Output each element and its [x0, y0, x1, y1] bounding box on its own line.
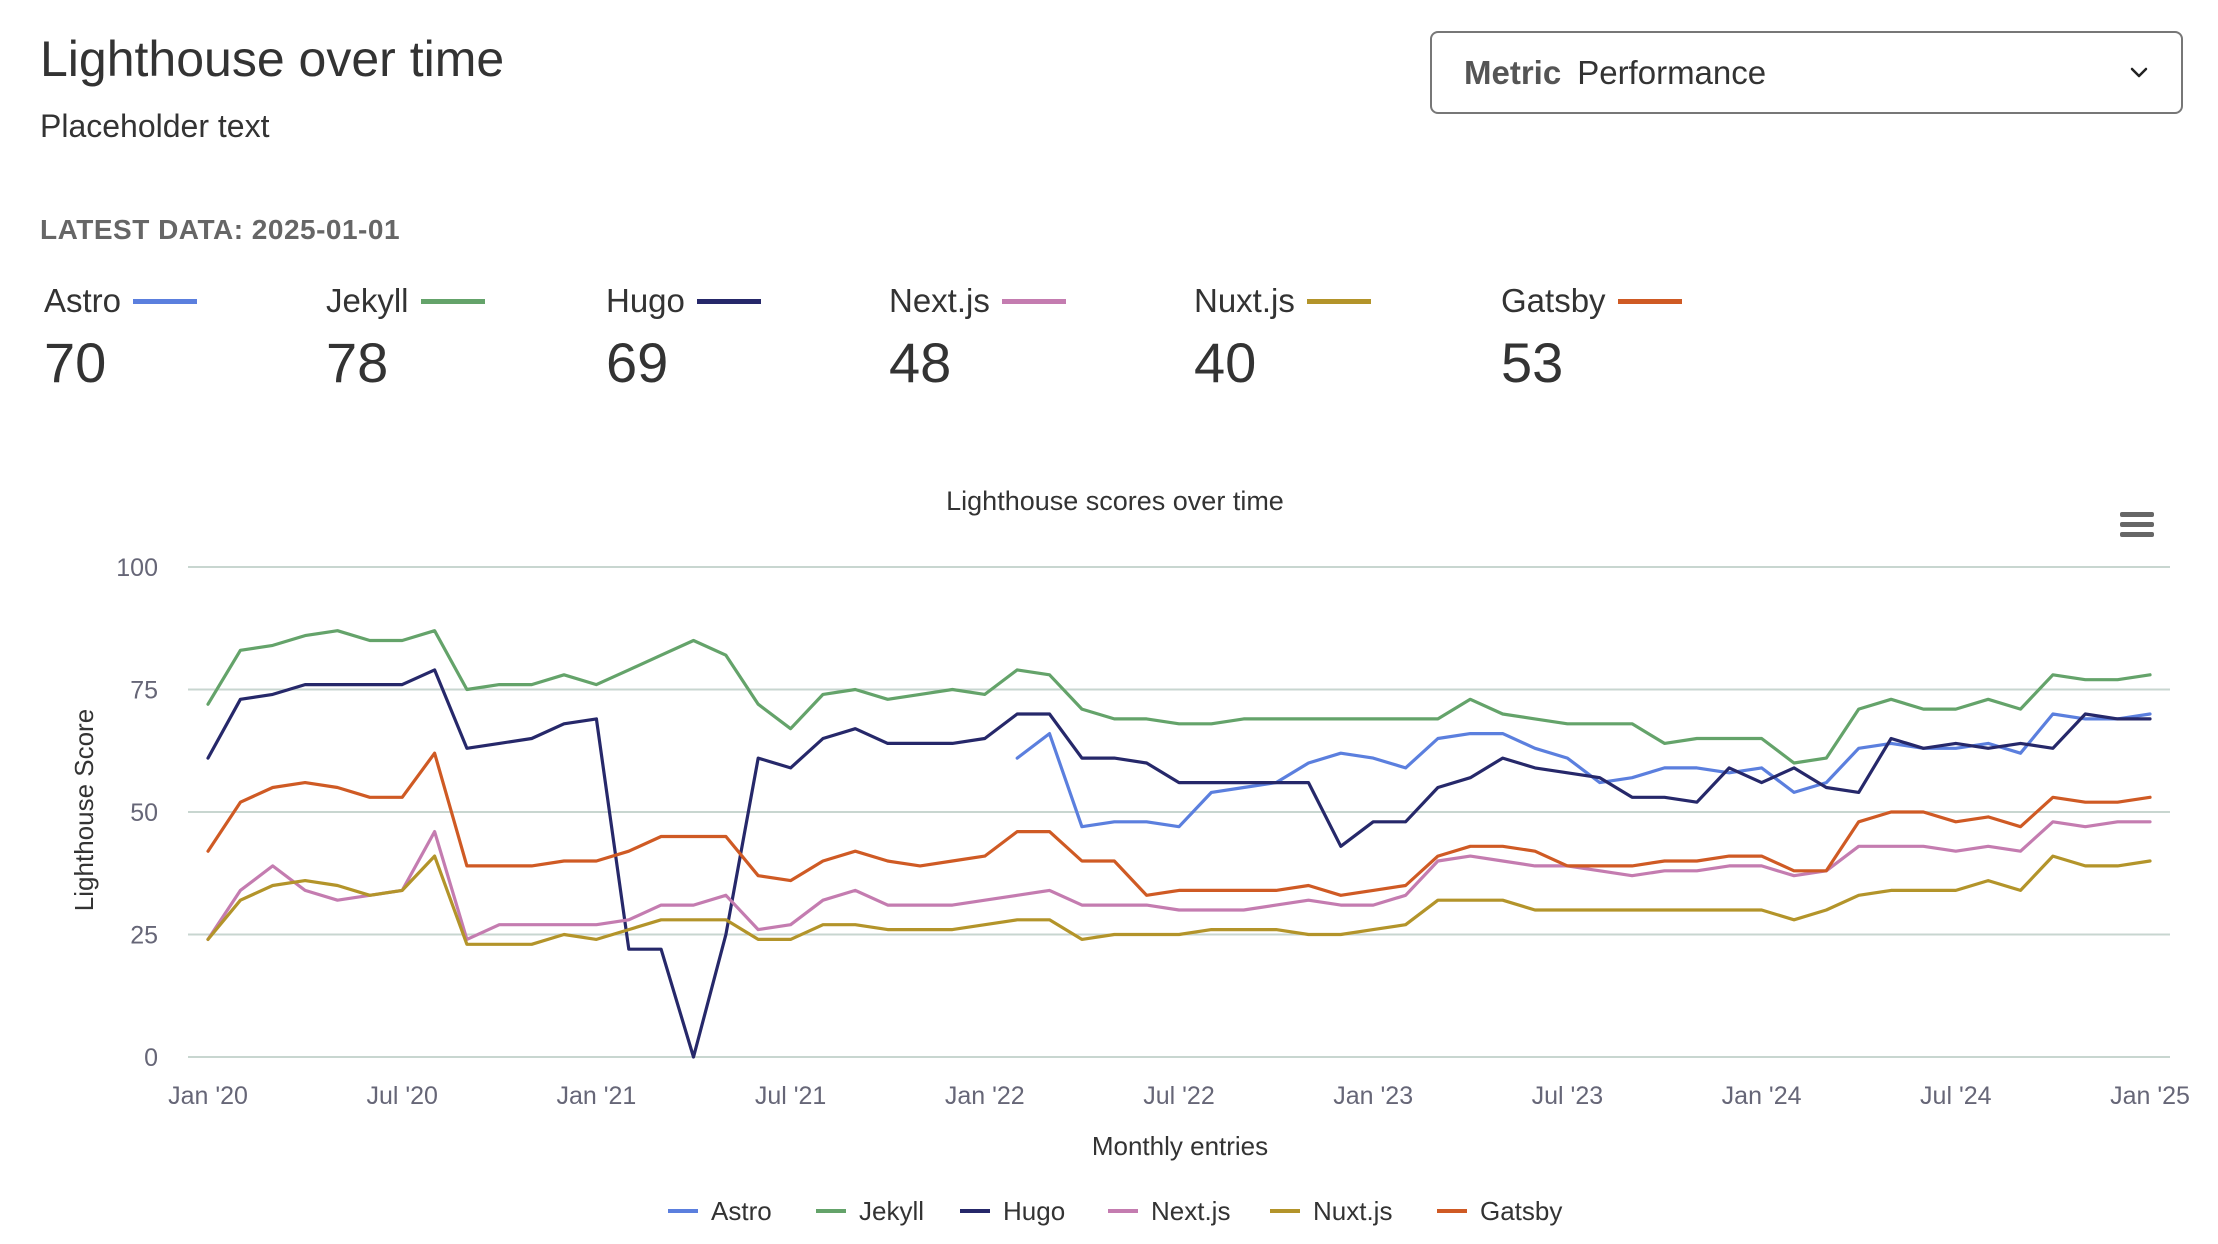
stat-name: Gatsby	[1501, 282, 1606, 319]
x-tick-label: Jan '20	[168, 1082, 248, 1110]
stat-nuxtjs: Nuxt.js 40	[1194, 282, 1371, 395]
legend-item[interactable]: Hugo	[1003, 1196, 1065, 1226]
stat-name: Hugo	[606, 282, 685, 319]
x-tick-label: Jan '22	[945, 1082, 1025, 1110]
stat-value: 53	[1501, 331, 1564, 394]
chart-series	[206, 629, 2152, 1059]
y-tick-label: 25	[130, 922, 158, 950]
x-tick-label: Jul '21	[755, 1082, 826, 1110]
stat-value: 40	[1194, 331, 1257, 394]
y-axis: 0 25 50 75 100	[116, 554, 158, 1072]
legend-item[interactable]: Next.js	[1151, 1196, 1230, 1226]
line-chart: Lighthouse scores over time 0 25 50 75 100 J…	[69, 486, 2190, 1226]
stat-value: 69	[606, 331, 669, 394]
chart-title: Lighthouse scores over time	[946, 486, 1284, 516]
x-tick-label: Jul '20	[366, 1082, 437, 1110]
y-tick-label: 75	[130, 677, 158, 705]
latest-data-label: LATEST DATA: 2025-01-01	[40, 214, 401, 245]
legend-item[interactable]: Gatsby	[1480, 1196, 1562, 1226]
stat-name: Nuxt.js	[1194, 282, 1295, 319]
stat-value: 70	[44, 331, 107, 394]
stat-swatch	[1617, 298, 1682, 304]
page-subtitle: Placeholder text	[40, 108, 270, 144]
stat-value: 78	[326, 331, 389, 394]
metric-select-value: Performance	[1577, 53, 1767, 91]
stat-jekyll: Jekyll 78	[326, 282, 485, 395]
y-tick-label: 0	[144, 1044, 158, 1072]
x-tick-label: Jan '21	[556, 1082, 636, 1110]
stat-name: Jekyll	[326, 282, 409, 319]
stat-value: 48	[889, 331, 952, 394]
series-line-hugo[interactable]	[206, 668, 2152, 1059]
stat-nextjs: Next.js 48	[889, 282, 1066, 395]
series-line-jekyll[interactable]	[206, 629, 2152, 765]
stat-hugo: Hugo 69	[606, 282, 761, 395]
y-tick-label: 100	[116, 554, 158, 582]
y-axis-label: Lighthouse Score	[69, 709, 99, 911]
series-line-gatsby[interactable]	[206, 751, 2152, 897]
series-line-nuxt-js[interactable]	[206, 854, 2152, 946]
chevron-down-icon	[2130, 67, 2148, 77]
chart-grid	[188, 566, 2170, 1058]
stat-gatsby: Gatsby 53	[1501, 282, 1682, 395]
legend-item[interactable]: Astro	[711, 1196, 772, 1226]
x-tick-label: Jan '24	[1722, 1082, 1802, 1110]
stat-swatch	[1306, 298, 1371, 304]
chart-legend: Astro Jekyll Hugo Next.js Nuxt.js Gatsby	[668, 1196, 1562, 1226]
stat-name: Astro	[44, 282, 122, 319]
stat-swatch	[696, 298, 761, 304]
legend-item[interactable]: Nuxt.js	[1313, 1196, 1392, 1226]
metric-select[interactable]: Metric Performance	[1430, 31, 2183, 114]
stat-swatch	[133, 298, 198, 304]
legend-item[interactable]: Jekyll	[859, 1196, 924, 1226]
stat-astro: Astro 70	[44, 282, 198, 395]
page-title: Lighthouse over time	[40, 31, 505, 87]
stat-swatch	[420, 298, 485, 304]
series-line-astro[interactable]	[1015, 712, 2152, 829]
x-tick-label: Jan '25	[2110, 1082, 2190, 1110]
x-tick-label: Jan '23	[1333, 1082, 1413, 1110]
stat-swatch	[1001, 298, 1066, 304]
x-tick-label: Jul '22	[1143, 1082, 1214, 1110]
chart-menu-icon[interactable]	[2118, 506, 2158, 546]
x-axis: Jan '20 Jul '20 Jan '21 Jul '21 Jan '22 Jul '…	[168, 1082, 2190, 1110]
series-line-next-js[interactable]	[206, 820, 2152, 941]
x-axis-label: Monthly entries	[1092, 1131, 1268, 1161]
x-tick-label: Jul '23	[1532, 1082, 1603, 1110]
metric-select-label: Metric	[1464, 53, 1562, 91]
x-tick-label: Jul '24	[1920, 1082, 1992, 1110]
stat-name: Next.js	[889, 282, 990, 319]
y-tick-label: 50	[130, 799, 158, 827]
